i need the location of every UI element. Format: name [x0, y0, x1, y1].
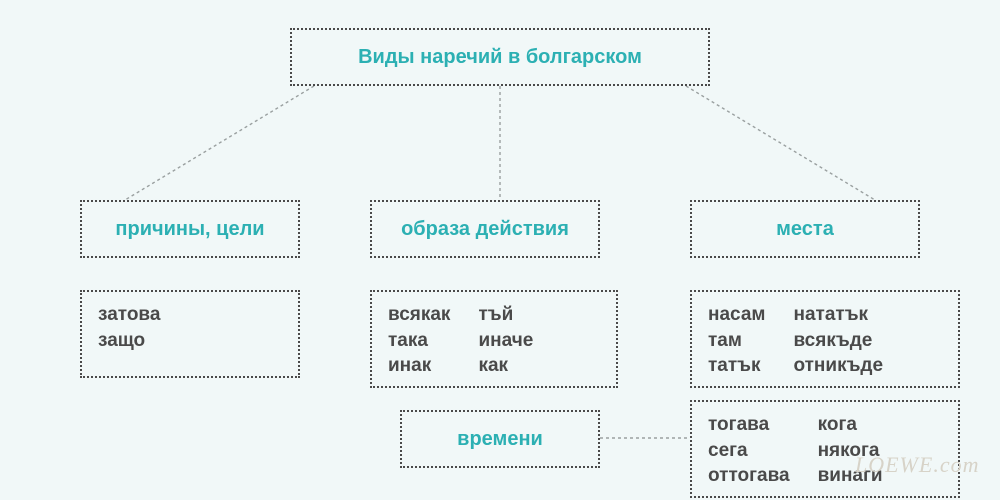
examples-reason: затовазащо [80, 290, 300, 378]
example-word: инак [388, 353, 450, 379]
example-column: всякактакаинак [388, 302, 450, 379]
example-word: сега [708, 438, 790, 464]
example-word: татък [708, 353, 765, 379]
examples-manner: всякактакаинак тъйиначекак [370, 290, 618, 388]
watermark-text: LOEWE [855, 452, 933, 477]
watermark: LOEWE.com [855, 452, 979, 478]
branch-header-manner: образа действия [370, 200, 600, 258]
example-word: защо [98, 328, 160, 354]
branch-header-time: времени [400, 410, 600, 468]
example-column: затовазащо [98, 302, 160, 353]
example-column: тъйиначекак [478, 302, 533, 379]
example-column: тогавасегаоттогава [708, 412, 790, 489]
example-word: оттогава [708, 463, 790, 489]
example-word: всякак [388, 302, 450, 328]
branch-label: места [776, 218, 834, 241]
branch-header-reason: причины, цели [80, 200, 300, 258]
branch-header-place: места [690, 200, 920, 258]
example-word: кога [818, 412, 883, 438]
branch-label: причины, цели [115, 218, 264, 241]
connector-line [125, 86, 314, 200]
connector-line [686, 86, 875, 200]
example-word: как [478, 353, 533, 379]
examples-place: насамтамтатък нататъквсякъдеотникъде [690, 290, 960, 388]
example-word: иначе [478, 328, 533, 354]
example-word: там [708, 328, 765, 354]
root-label: Виды наречий в болгарском [358, 46, 642, 69]
example-word: затова [98, 302, 160, 328]
example-word: насам [708, 302, 765, 328]
example-word: така [388, 328, 450, 354]
root-node: Виды наречий в болгарском [290, 28, 710, 86]
example-word: нататък [793, 302, 883, 328]
example-word: отникъде [793, 353, 883, 379]
example-word: всякъде [793, 328, 883, 354]
example-column: нататъквсякъдеотникъде [793, 302, 883, 379]
diagram-canvas: Виды наречий в болгарском причины, цели … [0, 0, 1000, 500]
example-word: тъй [478, 302, 533, 328]
branch-label: образа действия [401, 218, 569, 241]
examples-time: тогавасегаоттогавакоганякогавинаги [690, 400, 960, 498]
example-word: тогава [708, 412, 790, 438]
example-column: насамтамтатък [708, 302, 765, 379]
branch-label: времени [457, 428, 543, 451]
watermark-suffix: .com [933, 452, 979, 477]
